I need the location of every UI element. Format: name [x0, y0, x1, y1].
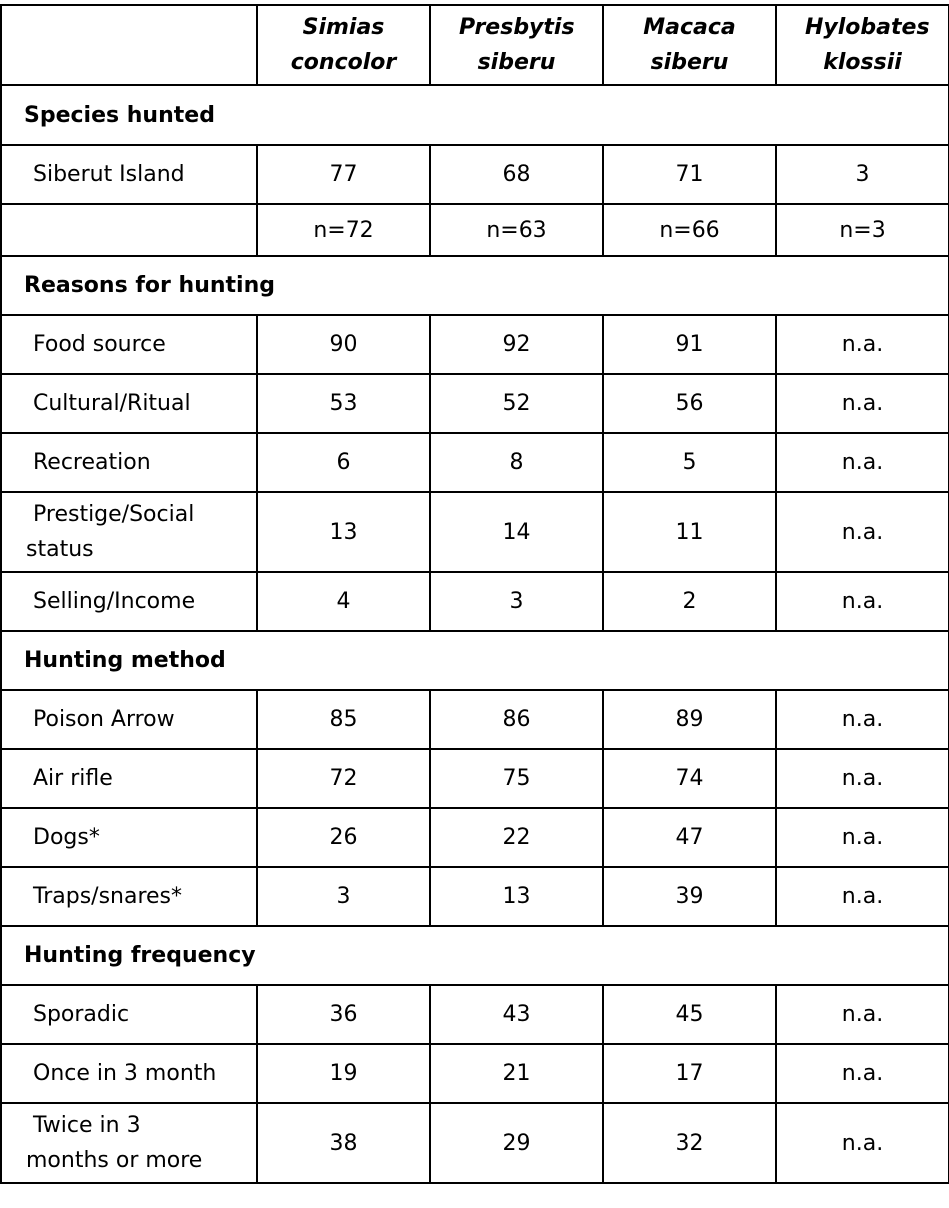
cell-value: 11 — [602, 491, 777, 573]
cell-value: 26 — [256, 807, 431, 868]
cell-value: 52 — [429, 373, 604, 434]
cell-value: n=3 — [775, 203, 949, 257]
cell-value: 89 — [602, 689, 777, 750]
table-row: Poison Arrow 85 86 89 n.a. — [0, 689, 949, 750]
table-row: Siberut Island 77 68 71 3 — [0, 144, 949, 205]
cell-value: 8 — [429, 432, 604, 493]
cell-value: 53 — [256, 373, 431, 434]
column-header: Simias concolor — [256, 4, 431, 86]
section-row: Hunting method — [0, 630, 949, 691]
header-blank — [0, 4, 258, 86]
row-label: Poison Arrow — [0, 689, 258, 750]
column-header: Hylobates klossii — [775, 4, 949, 86]
row-label: Once in 3 month — [0, 1043, 258, 1104]
row-label: Dogs* — [0, 807, 258, 868]
table-row: Twice in 3 months or more 38 29 32 n.a. — [0, 1102, 949, 1184]
table-row: Cultural/Ritual 53 52 56 n.a. — [0, 373, 949, 434]
section-title: Reasons for hunting — [0, 255, 949, 316]
table-row: Sporadic 36 43 45 n.a. — [0, 984, 949, 1045]
cell-value: n.a. — [775, 373, 949, 434]
section-title: Hunting frequency — [0, 925, 949, 986]
row-label: Traps/snares* — [0, 866, 258, 927]
cell-value: 72 — [256, 748, 431, 809]
hunting-table: Simias concolor Presbytis siberu Macaca si… — [0, 4, 949, 1184]
cell-value: 68 — [429, 144, 604, 205]
cell-value: n.a. — [775, 689, 949, 750]
cell-value: 77 — [256, 144, 431, 205]
section-row: Species hunted — [0, 84, 949, 146]
cell-value: n=63 — [429, 203, 604, 257]
cell-value: 38 — [256, 1102, 431, 1184]
cell-value: 22 — [429, 807, 604, 868]
row-label — [0, 203, 258, 257]
cell-value: 17 — [602, 1043, 777, 1104]
table-row: Traps/snares* 3 13 39 n.a. — [0, 866, 949, 927]
section-title: Hunting method — [0, 630, 949, 691]
cell-value: n=72 — [256, 203, 431, 257]
row-label: Cultural/Ritual — [0, 373, 258, 434]
table-row: Selling/Income 4 3 2 n.a. — [0, 571, 949, 632]
cell-value: 14 — [429, 491, 604, 573]
column-header: Macaca siberu — [602, 4, 777, 86]
table-row: n=72 n=63 n=66 n=3 — [0, 203, 949, 257]
cell-value: 75 — [429, 748, 604, 809]
cell-value: 32 — [602, 1102, 777, 1184]
row-label: Selling/Income — [0, 571, 258, 632]
row-label: Siberut Island — [0, 144, 258, 205]
cell-value: 71 — [602, 144, 777, 205]
cell-value: n.a. — [775, 984, 949, 1045]
cell-value: n.a. — [775, 1043, 949, 1104]
table-row: Air rifle 72 75 74 n.a. — [0, 748, 949, 809]
table-row: Prestige/Social status 13 14 11 n.a. — [0, 491, 949, 573]
table-row: Once in 3 month 19 21 17 n.a. — [0, 1043, 949, 1104]
cell-value: 6 — [256, 432, 431, 493]
row-label: Prestige/Social status — [0, 491, 258, 573]
cell-value: n.a. — [775, 1102, 949, 1184]
cell-value: 13 — [429, 866, 604, 927]
cell-value: 39 — [602, 866, 777, 927]
cell-value: 86 — [429, 689, 604, 750]
cell-value: 3 — [429, 571, 604, 632]
cell-value: n.a. — [775, 314, 949, 375]
cell-value: 47 — [602, 807, 777, 868]
cell-value: 4 — [256, 571, 431, 632]
cell-value: n.a. — [775, 571, 949, 632]
cell-value: 3 — [775, 144, 949, 205]
cell-value: n.a. — [775, 866, 949, 927]
cell-value: 45 — [602, 984, 777, 1045]
cell-value: 5 — [602, 432, 777, 493]
table-row: Food source 90 92 91 n.a. — [0, 314, 949, 375]
cell-value: 2 — [602, 571, 777, 632]
section-row: Hunting frequency — [0, 925, 949, 986]
cell-value: n.a. — [775, 432, 949, 493]
cell-value: 85 — [256, 689, 431, 750]
cell-value: 92 — [429, 314, 604, 375]
cell-value: 21 — [429, 1043, 604, 1104]
row-label: Air rifle — [0, 748, 258, 809]
table-row: Recreation 6 8 5 n.a. — [0, 432, 949, 493]
cell-value: 74 — [602, 748, 777, 809]
cell-value: 90 — [256, 314, 431, 375]
cell-value: 91 — [602, 314, 777, 375]
row-label: Twice in 3 months or more — [0, 1102, 258, 1184]
cell-value: n.a. — [775, 491, 949, 573]
header-row: Simias concolor Presbytis siberu Macaca si… — [0, 4, 949, 86]
column-header: Presbytis siberu — [429, 4, 604, 86]
cell-value: 43 — [429, 984, 604, 1045]
row-label: Sporadic — [0, 984, 258, 1045]
cell-value: 56 — [602, 373, 777, 434]
cell-value: n=66 — [602, 203, 777, 257]
cell-value: 13 — [256, 491, 431, 573]
cell-value: n.a. — [775, 807, 949, 868]
table-row: Dogs* 26 22 47 n.a. — [0, 807, 949, 868]
row-label: Food source — [0, 314, 258, 375]
cell-value: 19 — [256, 1043, 431, 1104]
cell-value: n.a. — [775, 748, 949, 809]
cell-value: 29 — [429, 1102, 604, 1184]
cell-value: 36 — [256, 984, 431, 1045]
cell-value: 3 — [256, 866, 431, 927]
section-row: Reasons for hunting — [0, 255, 949, 316]
section-title: Species hunted — [0, 84, 949, 146]
row-label: Recreation — [0, 432, 258, 493]
